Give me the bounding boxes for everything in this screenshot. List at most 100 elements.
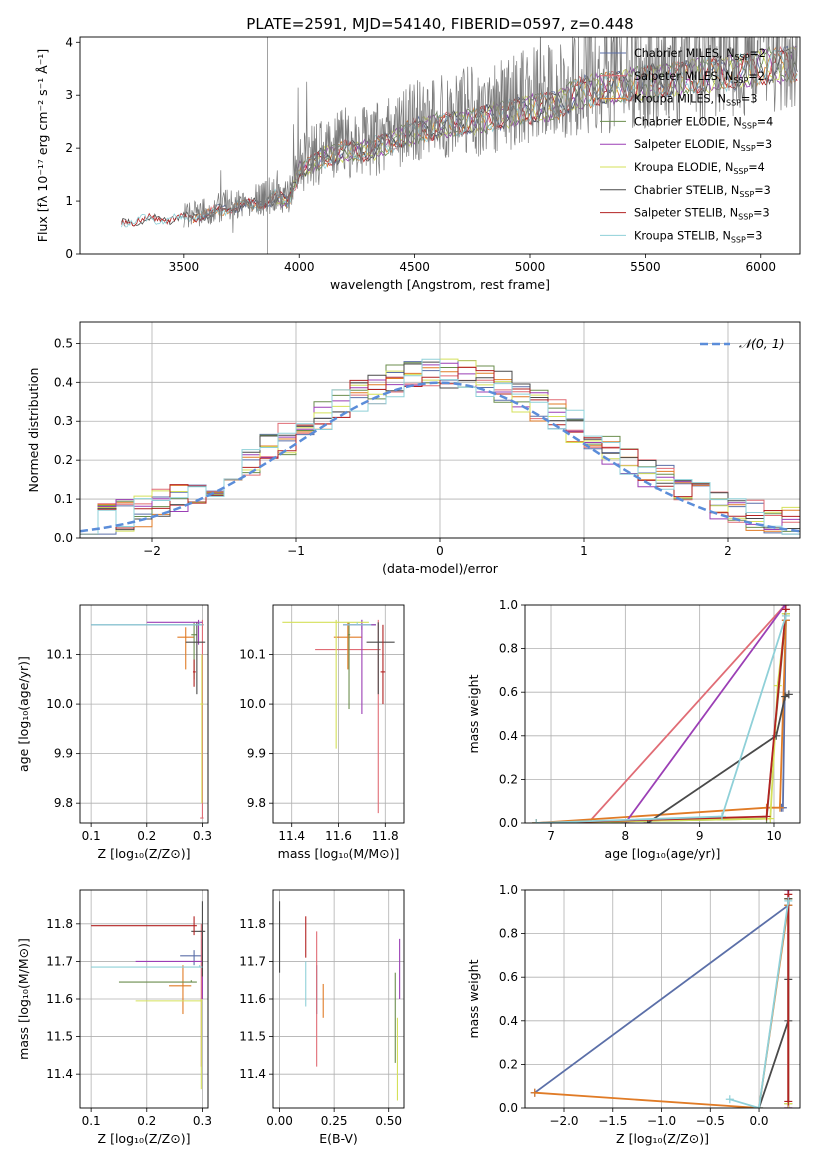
x-tick-label: 10: [766, 829, 781, 843]
mass-weight-line: [729, 900, 790, 1108]
x-tick-label: −1.5: [598, 1114, 627, 1128]
mass-weight-line: [534, 904, 789, 1094]
y-tick-label: 11.8: [239, 917, 266, 931]
x-tick-label: −1.0: [647, 1114, 676, 1128]
y-tick-label: 11.6: [239, 992, 266, 1006]
y-tick-label: 0.1: [54, 492, 73, 506]
y-axis-label: Normed distribution: [26, 368, 41, 493]
x-tick-label: −2: [143, 544, 161, 558]
y-tick-label: 2: [65, 141, 73, 155]
x-tick-label: 0.50: [375, 1114, 402, 1128]
x-tick-label: 8: [622, 829, 630, 843]
residuals-frame: [79, 321, 801, 539]
age-vs-z-background: [80, 605, 208, 823]
mass-weight-marker: [775, 803, 784, 812]
x-tick-label: 11.4: [278, 829, 305, 843]
legend-entry: Kroupa ELODIE, NSSP=4: [634, 161, 765, 176]
mass-weight-marker: [532, 819, 541, 823]
y-tick-label: 11.6: [46, 992, 73, 1006]
massweight-vs-age-frame: [524, 604, 801, 824]
mass-weight-line: [536, 620, 787, 823]
x-tick-label: 0.2: [137, 829, 156, 843]
massweight-vs-z-frame: [524, 889, 801, 1109]
legend-entry: Kroupa STELIB, NSSP=3: [634, 229, 762, 244]
spectrum-legend: Chabrier MILES, NSSP=2 Salpeter MILES, NS…: [600, 47, 773, 244]
data-point: [333, 622, 362, 670]
y-tick-label: 0.0: [499, 816, 518, 830]
x-tick-label: 3500: [169, 260, 200, 274]
age-vs-mass-frame: [272, 604, 405, 824]
massweight-vs-age-panel: 7 8 9 10 0.0 0.2 0.4 0.6 0.8 1.0 age [log₁₀(age/yr…: [466, 598, 801, 861]
x-tick-label: 4500: [399, 260, 430, 274]
data-point: [177, 627, 195, 670]
gaussian-reference-curve: [80, 381, 800, 533]
mass-weight-marker: [755, 1104, 764, 1108]
mass-vs-z-frame: [79, 889, 209, 1109]
legend-entry: Salpeter MILES, NSSP=2: [634, 70, 765, 85]
y-tick-label: 10.0: [46, 697, 73, 711]
y-tick-label: 0.4: [499, 1014, 518, 1028]
mass-weight-line: [647, 693, 790, 823]
spectrum-frame: [79, 36, 801, 255]
data-point: [343, 622, 372, 626]
residuals-plot-area: [80, 358, 800, 535]
y-tick-label: 11.4: [239, 1067, 266, 1081]
mass-vs-z-plot-area: [91, 901, 206, 1090]
y-tick-label: 0: [65, 247, 73, 261]
massweight-vs-age-plot-area: [532, 605, 793, 823]
x-tick-label: 0: [436, 544, 444, 558]
x-tick-label: 4000: [284, 260, 315, 274]
x-tick-label: 0.25: [321, 1114, 348, 1128]
y-tick-label: 1.0: [499, 883, 518, 897]
legend-entry: Kroupa MILES, NSSP=3: [634, 93, 757, 108]
y-tick-label: 9.9: [247, 747, 266, 761]
x-tick-label: 5500: [630, 260, 661, 274]
y-tick-label: 11.4: [46, 1067, 73, 1081]
y-tick-label: 9.8: [247, 796, 266, 810]
y-tick-label: 0.8: [499, 642, 518, 656]
mass-vs-ebv-panel: 0.00 0.25 0.50 11.4 11.5 11.6 11.7 11.8 E(B-V): [239, 889, 405, 1146]
massweight-vs-z-plot-area: [530, 890, 793, 1108]
x-tick-label: 0.00: [266, 1114, 293, 1128]
age-vs-z-frame: [79, 604, 209, 824]
observed-spectrum-line: [183, 37, 798, 233]
x-tick-label: 0.1: [82, 1114, 101, 1128]
y-tick-label: 9.8: [54, 796, 73, 810]
legend-entry: Chabrier ELODIE, NSSP=4: [634, 115, 773, 130]
age-vs-mass-plot-area: [282, 619, 395, 814]
residual-histogram-step: [80, 358, 800, 535]
mass-vs-ebv-plot-area: [278, 901, 401, 1101]
data-point: [366, 622, 395, 695]
x-axis-label: Z [log₁₀(Z/Z⊙)]: [98, 1131, 191, 1146]
x-tick-label: −0.5: [696, 1114, 725, 1128]
y-tick-label: 1.0: [499, 598, 518, 612]
mass-weight-marker: [784, 1097, 793, 1106]
data-point: [91, 965, 203, 968]
mass-vs-z-panel: 0.1 0.2 0.3 11.4 11.5 11.6 11.7 11.8 Z [log₁₀(Z/…: [16, 889, 212, 1146]
mass-weight-marker: [781, 611, 790, 620]
data-point: [135, 999, 203, 1090]
y-tick-label: 0.6: [499, 685, 518, 699]
y-tick-label: 1: [65, 194, 73, 208]
y-tick-label: 0.4: [54, 375, 73, 389]
x-axis-label: Z [log₁₀(Z/Z⊙)]: [616, 1131, 709, 1146]
y-axis-label: age [log₁₀(age/yr)]: [16, 656, 31, 772]
x-tick-label: 0.0: [749, 1114, 768, 1128]
y-tick-label: 0.2: [54, 453, 73, 467]
y-tick-label: 0.3: [54, 414, 73, 428]
y-tick-label: 9.9: [54, 747, 73, 761]
spectrum-plot-area: [121, 37, 798, 254]
data-point: [180, 950, 203, 966]
y-tick-label: 0.2: [499, 772, 518, 786]
age-vs-z-panel: 0.1 0.2 0.3 9.8 9.9 10.0 10.1 Z [log₁₀(Z/Z⊙)] ag…: [16, 604, 212, 861]
y-tick-label: 0.2: [499, 1057, 518, 1071]
spectrum-panel: 3500 4000 4500 5000 5500 6000 0 1 2 3 4 wavelength …: [35, 35, 801, 292]
legend-entry: Chabrier STELIB, NSSP=3: [634, 184, 771, 199]
y-axis-label: mass weight: [466, 959, 481, 1038]
legend-entry: Salpeter STELIB, NSSP=3: [634, 207, 770, 222]
data-point: [192, 659, 196, 687]
x-tick-label: 5000: [515, 260, 546, 274]
mass-weight-line: [624, 605, 786, 823]
x-axis-label: (data-model)/error: [382, 561, 499, 576]
